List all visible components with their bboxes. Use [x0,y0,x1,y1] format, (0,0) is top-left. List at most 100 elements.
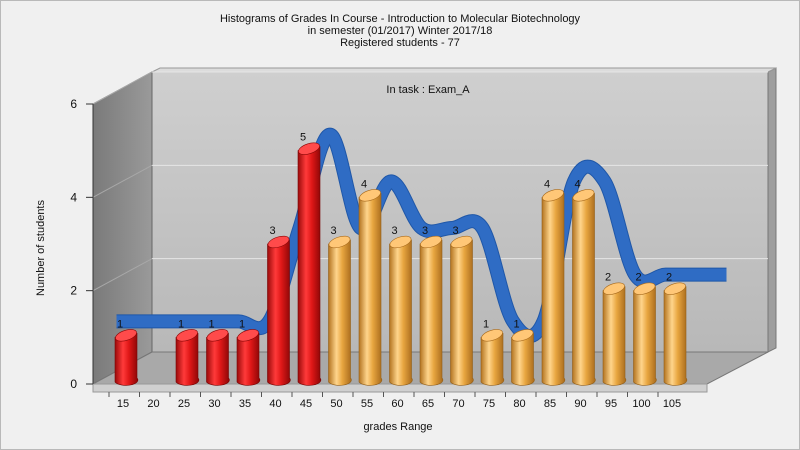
bar-value-label: 1 [483,318,489,330]
bar-value-label: 3 [391,225,397,237]
x-axis-title: grades Range [363,421,432,433]
bar-value-label: 1 [239,318,245,330]
bar [572,189,596,386]
bar-value-label: 3 [452,225,458,237]
bar-body [511,332,535,386]
y-tick-label: 0 [70,377,77,391]
gridline-left [92,258,153,292]
x-tick-label: 85 [544,398,556,410]
x-tick-label: 35 [239,398,251,410]
trend-ribbon-line [116,128,727,342]
floor-front-edge [92,383,708,393]
bar-body [480,332,505,386]
bar [358,189,383,386]
bar [389,235,413,386]
y-tick-label: 6 [70,97,77,111]
bar-value-label: 3 [330,225,336,237]
bar-body [572,192,596,386]
chart-title-line-3: Registered students - 77 [340,37,460,49]
x-tick-label: 40 [269,398,281,410]
bars [114,142,688,386]
bar [602,282,627,386]
bar [663,282,688,386]
bar [541,189,566,386]
bar-body [267,239,291,386]
x-tick-label: 65 [422,398,434,410]
top-wall-edge [151,67,777,73]
bar-value-label: 1 [208,318,214,330]
bar [419,235,444,386]
x-tick-label: 90 [574,398,586,410]
x-tick-label: 55 [361,398,373,410]
bar-value-label: 3 [422,225,428,237]
x-axis: 15 20 25 30 35 40 45 50 55 60 65 70 75 80 85 90 95 100 105 [108,392,681,410]
right-wall-edge [767,67,777,353]
bar-body [114,332,139,386]
bar-body [450,239,474,386]
bar-body [358,192,383,386]
bar-body [175,332,200,386]
chart-title-line-2: in semester (01/2017) Winter 2017/18 [307,25,493,37]
bar-body [297,146,322,386]
bar [175,329,200,386]
x-tick-label: 60 [391,398,403,410]
bar-body [236,332,261,386]
x-tick-label: 25 [178,398,190,410]
x-tick-label: 20 [147,398,159,410]
bar-cap [481,329,503,342]
x-tick-label: 30 [208,398,220,410]
x-tick-label: 45 [300,398,312,410]
bar-value-label: 5 [300,132,306,144]
x-tick-label: 95 [605,398,617,410]
bar-cap [664,282,686,295]
bar-value-label: 1 [513,318,519,330]
gridline-left [92,71,153,105]
bar-value-label: 2 [666,272,672,284]
y-axis-title: Number of students [35,200,47,296]
bar-cap [633,282,656,295]
x-tick-label: 75 [483,398,495,410]
bar [633,282,657,386]
bar-body [419,239,444,386]
bar-cap [237,329,259,342]
bar-body [206,332,230,386]
bar [450,235,474,386]
bar-body [602,286,627,386]
bar [480,329,505,386]
bar-body [541,192,566,386]
trend-ribbon [116,127,727,343]
bar [114,329,139,386]
bar-value-label: 4 [544,178,550,190]
bar-value-label: 1 [117,318,123,330]
bar-cap [176,329,198,342]
x-tick-label: 50 [330,398,342,410]
bar-cap [542,189,564,202]
bar-body [328,239,352,386]
task-annotation: In task : Exam_A [386,84,470,96]
bar-cap [328,235,351,249]
bar [236,329,261,386]
x-tick-label: 80 [513,398,525,410]
bar [297,142,322,386]
bar [267,235,291,386]
bar-value-label: 2 [635,272,641,284]
y-axis: 0 2 4 6 [70,97,94,391]
bar-cap [572,189,595,202]
bar-value-label: 4 [361,178,367,190]
bar-cap [206,329,229,342]
bar-value-label: 3 [269,225,275,237]
bar-cap [298,142,320,155]
bar [328,235,352,386]
bar-cap [389,235,412,249]
bar-cap [603,282,625,295]
bar-cap [115,329,137,342]
bar-body [663,286,688,386]
bar-cap [359,189,381,202]
y-tick-label: 4 [70,190,77,204]
x-tick-label: 100 [632,398,650,410]
data-labels: 1 1 1 1 3 5 3 4 3 3 3 1 1 4 4 2 2 2 [117,132,672,331]
bar-cap [450,235,473,249]
bar-body [389,239,413,386]
bar-value-label: 4 [574,178,580,190]
